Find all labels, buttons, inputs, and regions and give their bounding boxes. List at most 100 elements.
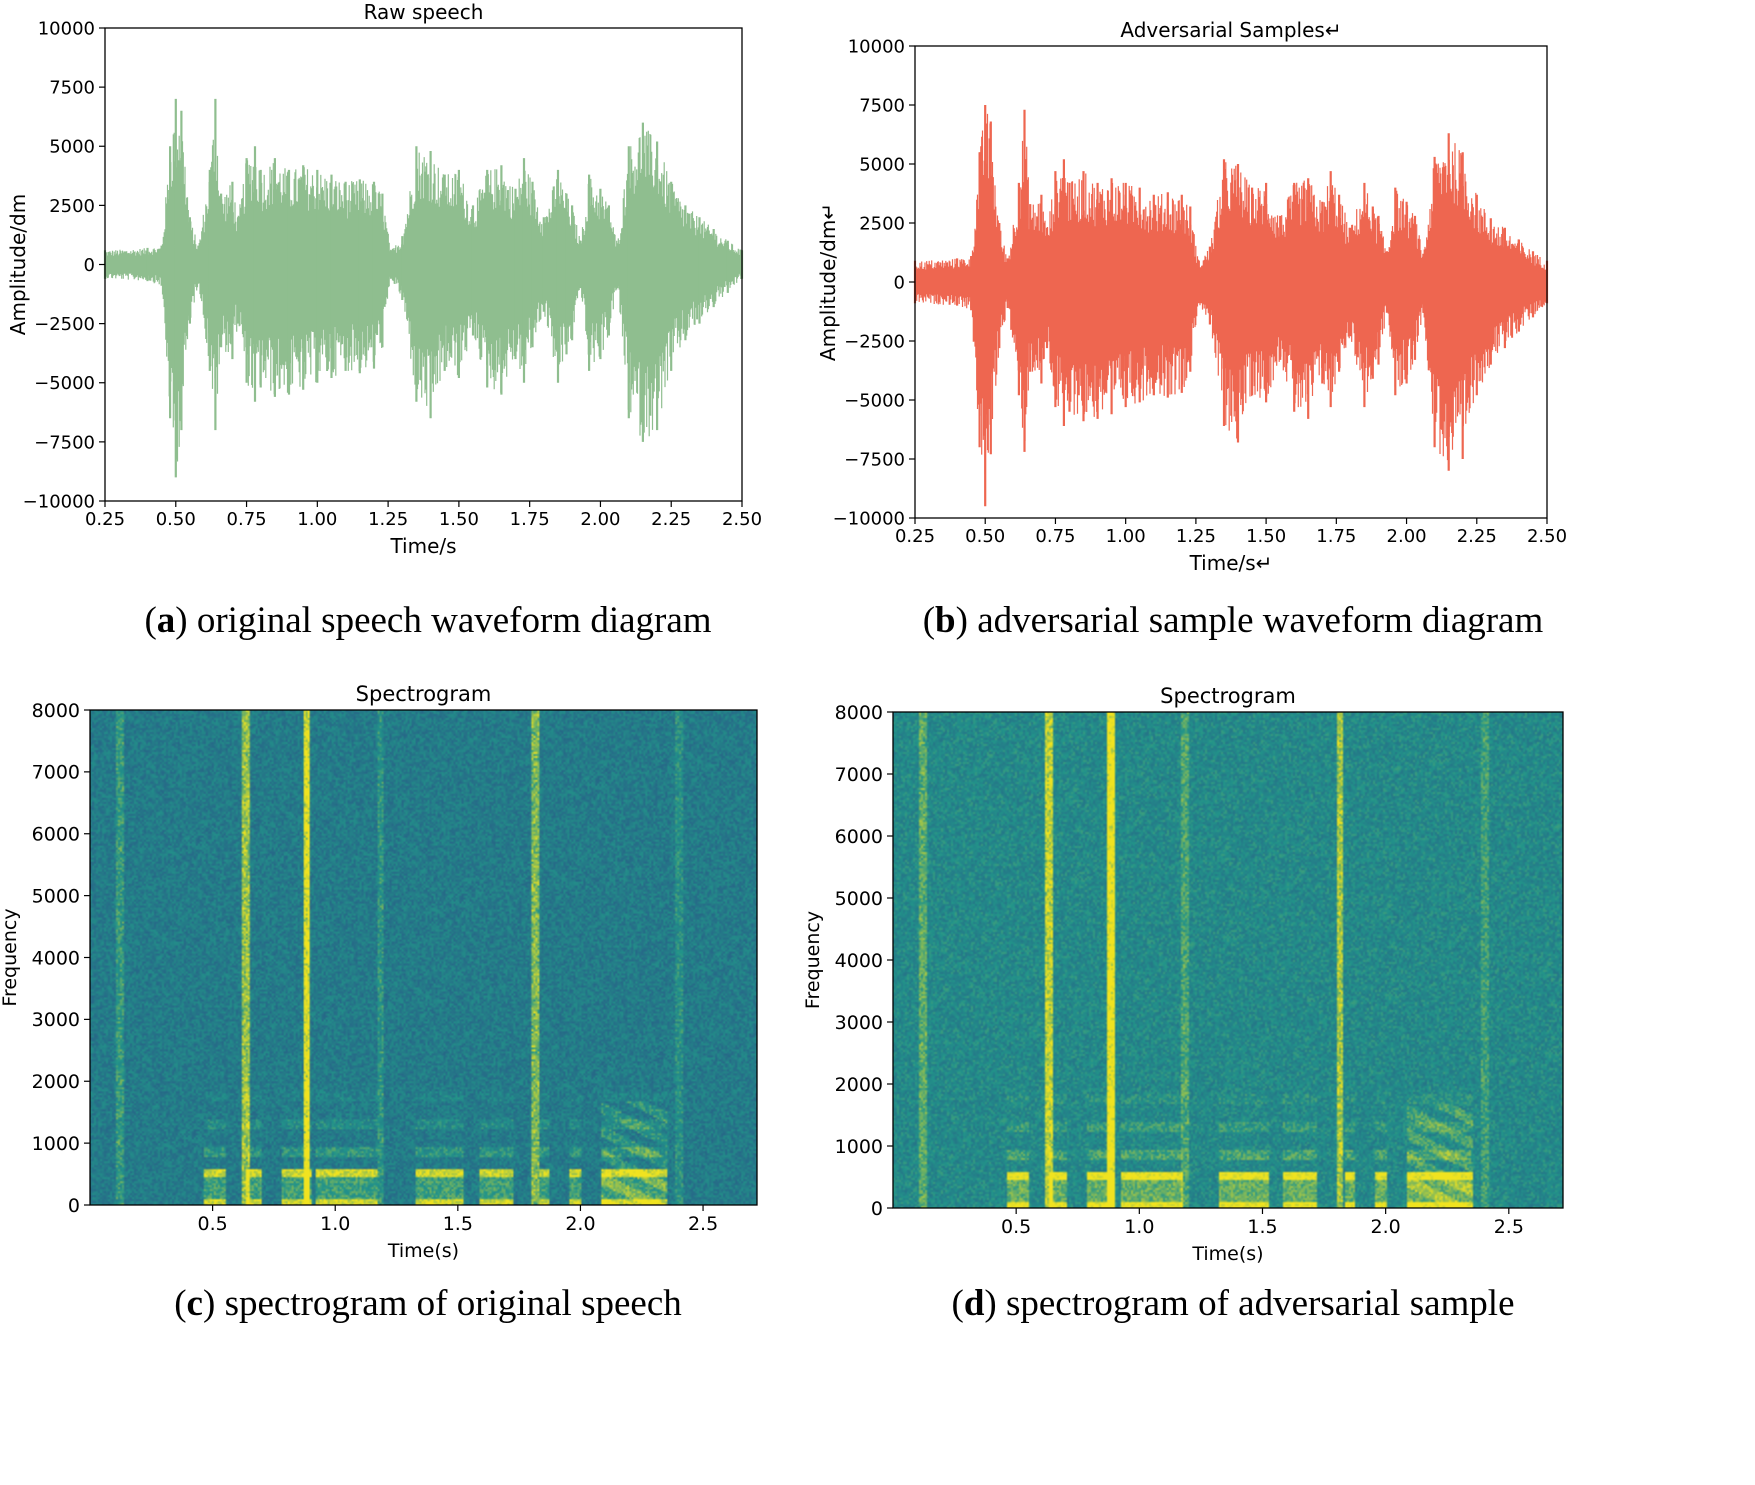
x-tick-label-a: 2.00 [580, 509, 620, 530]
caption-c: (c) spectrogram of original speech [174, 1283, 682, 1324]
x-tick-label-d: 1.0 [1124, 1216, 1154, 1238]
chart-a: 0.25 0.50 0.75 1.00 1.25 1.50 1.75 2.00 2.25 2.50… [6, 0, 762, 641]
y-tick-label-c: 0 [68, 1195, 80, 1217]
x-tick-label-b: 1.50 [1246, 526, 1286, 547]
y-tick-label-d: 2000 [835, 1074, 883, 1096]
x-axis-b: 0.25 0.50 0.75 1.00 1.25 1.50 1.75 2.00 2.25 2.50 [895, 518, 1567, 547]
x-tick-label-a: 1.50 [439, 509, 479, 530]
chart-c: 0.5 1.0 1.5 2.0 2.5 0 1000 2000 3000 4000 5000 6000… [0, 682, 758, 1324]
x-tick-label-b: 1.75 [1316, 526, 1356, 547]
caption-close-paren: ) [203, 1283, 215, 1324]
y-tick-label-d: 7000 [835, 764, 883, 786]
caption-letter-d: d [964, 1283, 985, 1324]
y-axis-a: 10000 7500 5000 2500 0 −2500 −5000 −7500 −10000 [23, 18, 105, 512]
spectrogram-canvas-d [893, 712, 1563, 1208]
y-tick-label-b: −10000 [833, 508, 905, 529]
x-tick-label-c: 0.5 [198, 1213, 228, 1235]
x-axis-d: 0.5 1.0 1.5 2.0 2.5 [1001, 1208, 1524, 1238]
caption-open-paren: ( [144, 600, 156, 641]
y-tick-label-b: −5000 [844, 390, 905, 411]
spectrogram-d [893, 712, 1563, 1208]
y-tick-label-d: 8000 [835, 702, 883, 724]
x-tick-label-b: 0.50 [965, 526, 1005, 547]
y-tick-label-d: 1000 [835, 1136, 883, 1158]
y-tick-label-c: 5000 [32, 885, 80, 907]
y-axis-label-a: Amplitude/dm [6, 194, 30, 335]
y-axis-label-d: Frequency [802, 911, 824, 1009]
y-tick-label-c: 3000 [32, 1009, 80, 1031]
x-axis-label-a: Time/s [389, 534, 456, 558]
y-tick-label-c: 8000 [32, 700, 80, 722]
x-tick-label-a: 0.25 [85, 509, 125, 530]
x-tick-label-d: 2.5 [1494, 1216, 1524, 1238]
y-tick-label-c: 6000 [32, 824, 80, 846]
y-tick-label-d: 4000 [835, 950, 883, 972]
x-tick-label-c: 1.0 [320, 1213, 350, 1235]
y-tick-label-a: 2500 [49, 196, 95, 217]
y-tick-label-a: −10000 [23, 491, 95, 512]
x-axis-label-b: Time/s↵ [1189, 551, 1273, 575]
caption-letter-b: b [935, 600, 956, 641]
y-axis-label-c: Frequency [0, 908, 21, 1006]
y-tick-label-d: 0 [871, 1198, 883, 1220]
waveform-a [103, 98, 744, 478]
caption-letter-c: c [187, 1283, 203, 1324]
y-tick-label-d: 5000 [835, 888, 883, 910]
y-tick-label-c: 7000 [32, 762, 80, 784]
x-tick-label-b: 1.25 [1176, 526, 1216, 547]
y-tick-label-a: 7500 [49, 78, 95, 99]
caption-close-paren: ) [984, 1283, 996, 1324]
x-tick-label-b: 2.50 [1527, 526, 1567, 547]
caption-text-c: spectrogram of original speech [215, 1283, 682, 1324]
y-axis-label-b: Amplitude/dm↵ [816, 203, 840, 361]
y-tick-label-a: −2500 [34, 314, 95, 335]
y-tick-label-c: 4000 [32, 947, 80, 969]
x-axis-label-d: Time(s) [1191, 1243, 1263, 1265]
x-tick-label-c: 1.5 [443, 1213, 473, 1235]
spectrogram-canvas-c [90, 710, 757, 1205]
y-tick-label-b: 2500 [859, 213, 905, 234]
y-axis-b: 10000 7500 5000 2500 0 −2500 −5000 −7500 −10000 [833, 36, 915, 529]
y-tick-label-c: 2000 [32, 1071, 80, 1093]
x-tick-label-a: 2.50 [722, 509, 762, 530]
waveform-path-b [914, 113, 1548, 475]
caption-close-paren: ) [175, 600, 187, 641]
chart-title-d: Spectrogram [1160, 684, 1296, 708]
x-tick-label-a: 1.25 [368, 509, 408, 530]
y-tick-label-d: 3000 [835, 1012, 883, 1034]
y-tick-label-a: −5000 [34, 373, 95, 394]
caption-open-paren: ( [923, 600, 935, 641]
x-tick-label-d: 2.0 [1371, 1216, 1401, 1238]
waveform-b [913, 105, 1549, 507]
x-tick-label-b: 0.25 [895, 526, 935, 547]
caption-open-paren: ( [174, 1283, 186, 1324]
y-tick-label-d: 6000 [835, 826, 883, 848]
y-tick-label-a: 5000 [49, 137, 95, 158]
x-tick-label-b: 2.00 [1387, 526, 1427, 547]
caption-open-paren: ( [951, 1283, 963, 1324]
x-tick-label-b: 0.75 [1035, 526, 1075, 547]
caption-d: (d) spectrogram of adversarial sample [951, 1283, 1514, 1324]
caption-letter-a: a [157, 600, 176, 641]
y-tick-label-b: 7500 [859, 95, 905, 116]
y-tick-label-b: 0 [894, 272, 905, 293]
y-tick-label-c: 1000 [32, 1133, 80, 1155]
chart-title-a: Raw speech [364, 0, 484, 24]
x-tick-label-a: 0.50 [156, 509, 196, 530]
chart-b: 0.25 0.50 0.75 1.00 1.25 1.50 1.75 2.00 2.25 2.50… [816, 18, 1567, 641]
x-tick-label-d: 1.5 [1247, 1216, 1277, 1238]
y-tick-label-b: −7500 [844, 449, 905, 470]
x-tick-label-a: 2.25 [651, 509, 691, 530]
caption-text-b: adversarial sample waveform diagram [968, 600, 1544, 641]
x-tick-label-c: 2.0 [565, 1213, 595, 1235]
caption-b: (b) adversarial sample waveform diagram [923, 600, 1544, 641]
x-tick-label-a: 0.75 [227, 509, 267, 530]
y-tick-label-a: −7500 [34, 432, 95, 453]
x-axis-a: 0.25 0.50 0.75 1.00 1.25 1.50 1.75 2.00 2.25 2.50 [85, 501, 762, 530]
y-axis-c: 0 1000 2000 3000 4000 5000 6000 7000 8000 [32, 700, 90, 1217]
x-tick-label-b: 2.25 [1457, 526, 1497, 547]
y-tick-label-b: −2500 [844, 331, 905, 352]
x-tick-label-c: 2.5 [688, 1213, 718, 1235]
chart-title-b: Adversarial Samples↵ [1120, 18, 1341, 42]
caption-close-paren: ) [956, 600, 968, 641]
